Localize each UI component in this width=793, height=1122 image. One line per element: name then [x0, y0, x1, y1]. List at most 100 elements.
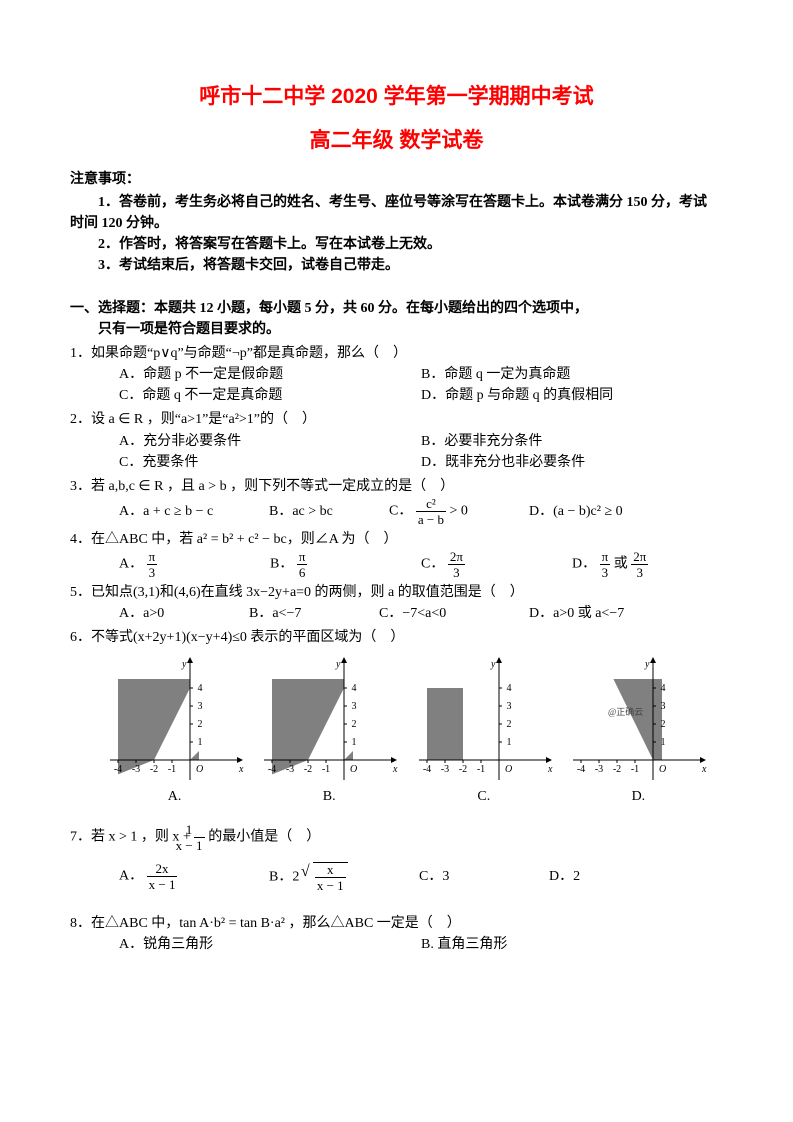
svg-text:@正确云: @正确云: [608, 706, 643, 717]
svg-text:O: O: [505, 764, 512, 775]
svg-text:-4: -4: [113, 764, 121, 775]
q7-b-den: x − 1: [315, 878, 346, 892]
q7-frac-num: 1: [194, 823, 205, 838]
question-2: 2．设 a ∈ R ，则“a>1”是“a²>1”的（ ）: [70, 410, 723, 430]
q5-opt-a: A．a>0: [119, 603, 249, 624]
question-8: 8．在△ABC 中，tan A·b² = tan B·a² ，那么△ABC 一定…: [70, 914, 723, 934]
q7-opt-c: C．3: [419, 866, 549, 887]
sqrt-icon: xx − 1: [303, 862, 348, 892]
question-6: 6．不等式(x+2y+1)(x−y+4)≤0 表示的平面区域为（ ）: [70, 628, 723, 648]
q4-d-pre: D．: [572, 557, 596, 572]
q4-b-pre: B．: [270, 557, 293, 572]
svg-text:O: O: [350, 764, 357, 775]
notice-item-1: 1．答卷前，考生务必将自己的姓名、考生号、座位号等涂写在答题卡上。本试卷满分 1…: [70, 192, 723, 234]
q2-opt-a: A．充分非必要条件: [119, 431, 421, 452]
svg-text:-2: -2: [304, 764, 312, 775]
svg-text:-4: -4: [577, 764, 585, 775]
question-7: 7．若 x > 1 ，则 x + 1 x − 1 的最小值是（ ）: [70, 823, 723, 852]
q5-opt-d: D．a>0 或 a<−7: [529, 603, 624, 624]
question-1: 1．如果命题“p∨q”与命题“¬p”都是真命题，那么（ ）: [70, 344, 723, 364]
q3-opt-c: C． c² a − b > 0: [389, 497, 529, 526]
q7-a-pre: A．: [119, 869, 143, 884]
svg-text:y: y: [490, 659, 496, 670]
q3-c-den: a − b: [416, 512, 446, 526]
q7-a-num: 2x: [147, 862, 178, 877]
svg-text:2: 2: [352, 719, 357, 730]
svg-text:3: 3: [506, 701, 511, 712]
q3-opt-d: D．(a − b)c² ≥ 0: [529, 501, 623, 522]
svg-text:x: x: [392, 764, 398, 775]
section-heading: 一、选择题：本题共 12 小题，每小题 5 分，共 60 分。在每小题给出的四个…: [70, 298, 723, 340]
notice-item-2: 2．作答时，将答案写在答题卡上。写在本试卷上无效。: [70, 234, 723, 255]
q6-label-a: A.: [105, 789, 245, 805]
q6-chart-a: -4-3-2-11234Oxy A.: [105, 655, 245, 805]
svg-text:1: 1: [661, 737, 666, 748]
q6-chart-b: -4-3-2-11234Oxy B.: [259, 655, 399, 805]
svg-text:4: 4: [661, 683, 666, 694]
q4-c-num: 2π: [448, 550, 465, 565]
q4-c-pre: C．: [421, 557, 444, 572]
chart-d-svg: -4-3-2-11234Oxy@正确云: [568, 655, 708, 785]
svg-text:-4: -4: [268, 764, 276, 775]
svg-text:x: x: [547, 764, 553, 775]
q1-options: A．命题 p 不一定是假命题 B．命题 q 一定为真命题 C．命题 q 不一定是…: [70, 364, 723, 406]
q6-chart-c: -4-3-2-11234Oxy C.: [414, 655, 554, 805]
chart-a-svg: -4-3-2-11234Oxy: [105, 655, 245, 785]
svg-text:-2: -2: [149, 764, 157, 775]
q4-a-num: π: [147, 550, 158, 565]
question-5: 5．已知点(3,1)和(4,6)在直线 3x−2y+a=0 的两侧，则 a 的取…: [70, 583, 723, 603]
question-3: 3．若 a,b,c ∈ R ，且 a > b ，则下列不等式一定成立的是（ ）: [70, 477, 723, 497]
q1-opt-a: A．命题 p 不一定是假命题: [119, 364, 421, 385]
svg-text:-3: -3: [286, 764, 294, 775]
q3-c-frac: c² a − b: [416, 497, 446, 526]
q3-c-post: > 0: [449, 504, 467, 519]
q7-opt-b: B．2 xx − 1: [269, 862, 419, 892]
exam-page: 呼市十二中学 2020 学年第一学期期中考试 高二年级 数学试卷 注意事项： 1…: [0, 0, 793, 1122]
notice-item-3: 3．考试结束后，将答题卡交回，试卷自己带走。: [70, 255, 723, 276]
svg-text:-2: -2: [459, 764, 467, 775]
q6-chart-d: -4-3-2-11234Oxy@正确云 D.: [568, 655, 708, 805]
svg-text:-1: -1: [477, 764, 485, 775]
q5-opt-b: B．a<−7: [249, 603, 379, 624]
q4-d-mid: 或: [614, 557, 628, 572]
svg-text:3: 3: [661, 701, 666, 712]
svg-text:-1: -1: [631, 764, 639, 775]
q3-c-pre: C．: [389, 504, 412, 519]
exam-title-2: 高二年级 数学试卷: [70, 124, 723, 154]
section-line2: 只有一项是符合题目要求的。: [70, 319, 723, 340]
q4-d-den1: 3: [600, 565, 611, 579]
q2-opt-b: B．必要非充分条件: [421, 431, 723, 452]
q1-opt-b: B．命题 q 一定为真命题: [421, 364, 723, 385]
svg-text:3: 3: [352, 701, 357, 712]
svg-text:2: 2: [506, 719, 511, 730]
q6-label-b: B.: [259, 789, 399, 805]
svg-text:-4: -4: [423, 764, 431, 775]
svg-text:1: 1: [352, 737, 357, 748]
q4-opt-d: D． π3 或 2π3: [572, 550, 723, 579]
q3-opt-a: A．a + c ≥ b − c: [119, 501, 269, 522]
svg-text:-3: -3: [595, 764, 603, 775]
q7-frac: 1 x − 1: [194, 823, 205, 852]
svg-text:2: 2: [661, 719, 666, 730]
q3-opt-b: B．ac > bc: [269, 501, 389, 522]
q7-options: A． 2x x − 1 B．2 xx − 1 C．3 D．2: [70, 862, 723, 892]
svg-text:O: O: [196, 764, 203, 775]
svg-text:x: x: [238, 764, 244, 775]
q6-label-c: C.: [414, 789, 554, 805]
q6-label-d: D.: [568, 789, 708, 805]
svg-text:-3: -3: [131, 764, 139, 775]
q5-options: A．a>0 B．a<−7 C．−7<a<0 D．a>0 或 a<−7: [70, 603, 723, 624]
q1-opt-d: D．命题 p 与命题 q 的真假相同: [421, 385, 723, 406]
svg-text:1: 1: [197, 737, 202, 748]
svg-text:2: 2: [197, 719, 202, 730]
q3-options: A．a + c ≥ b − c B．ac > bc C． c² a − b > …: [70, 497, 723, 526]
svg-text:y: y: [335, 659, 341, 670]
q7-opt-d: D．2: [549, 866, 580, 887]
q4-d-num2: 2π: [631, 550, 648, 565]
svg-text:x: x: [701, 764, 707, 775]
q4-b-num: π: [297, 550, 308, 565]
svg-text:4: 4: [197, 683, 202, 694]
q8-options: A．锐角三角形 B. 直角三角形: [70, 934, 723, 955]
q4-options: A． π3 B． π6 C． 2π3 D． π3 或 2π3: [70, 550, 723, 579]
q3-c-num: c²: [416, 497, 446, 512]
